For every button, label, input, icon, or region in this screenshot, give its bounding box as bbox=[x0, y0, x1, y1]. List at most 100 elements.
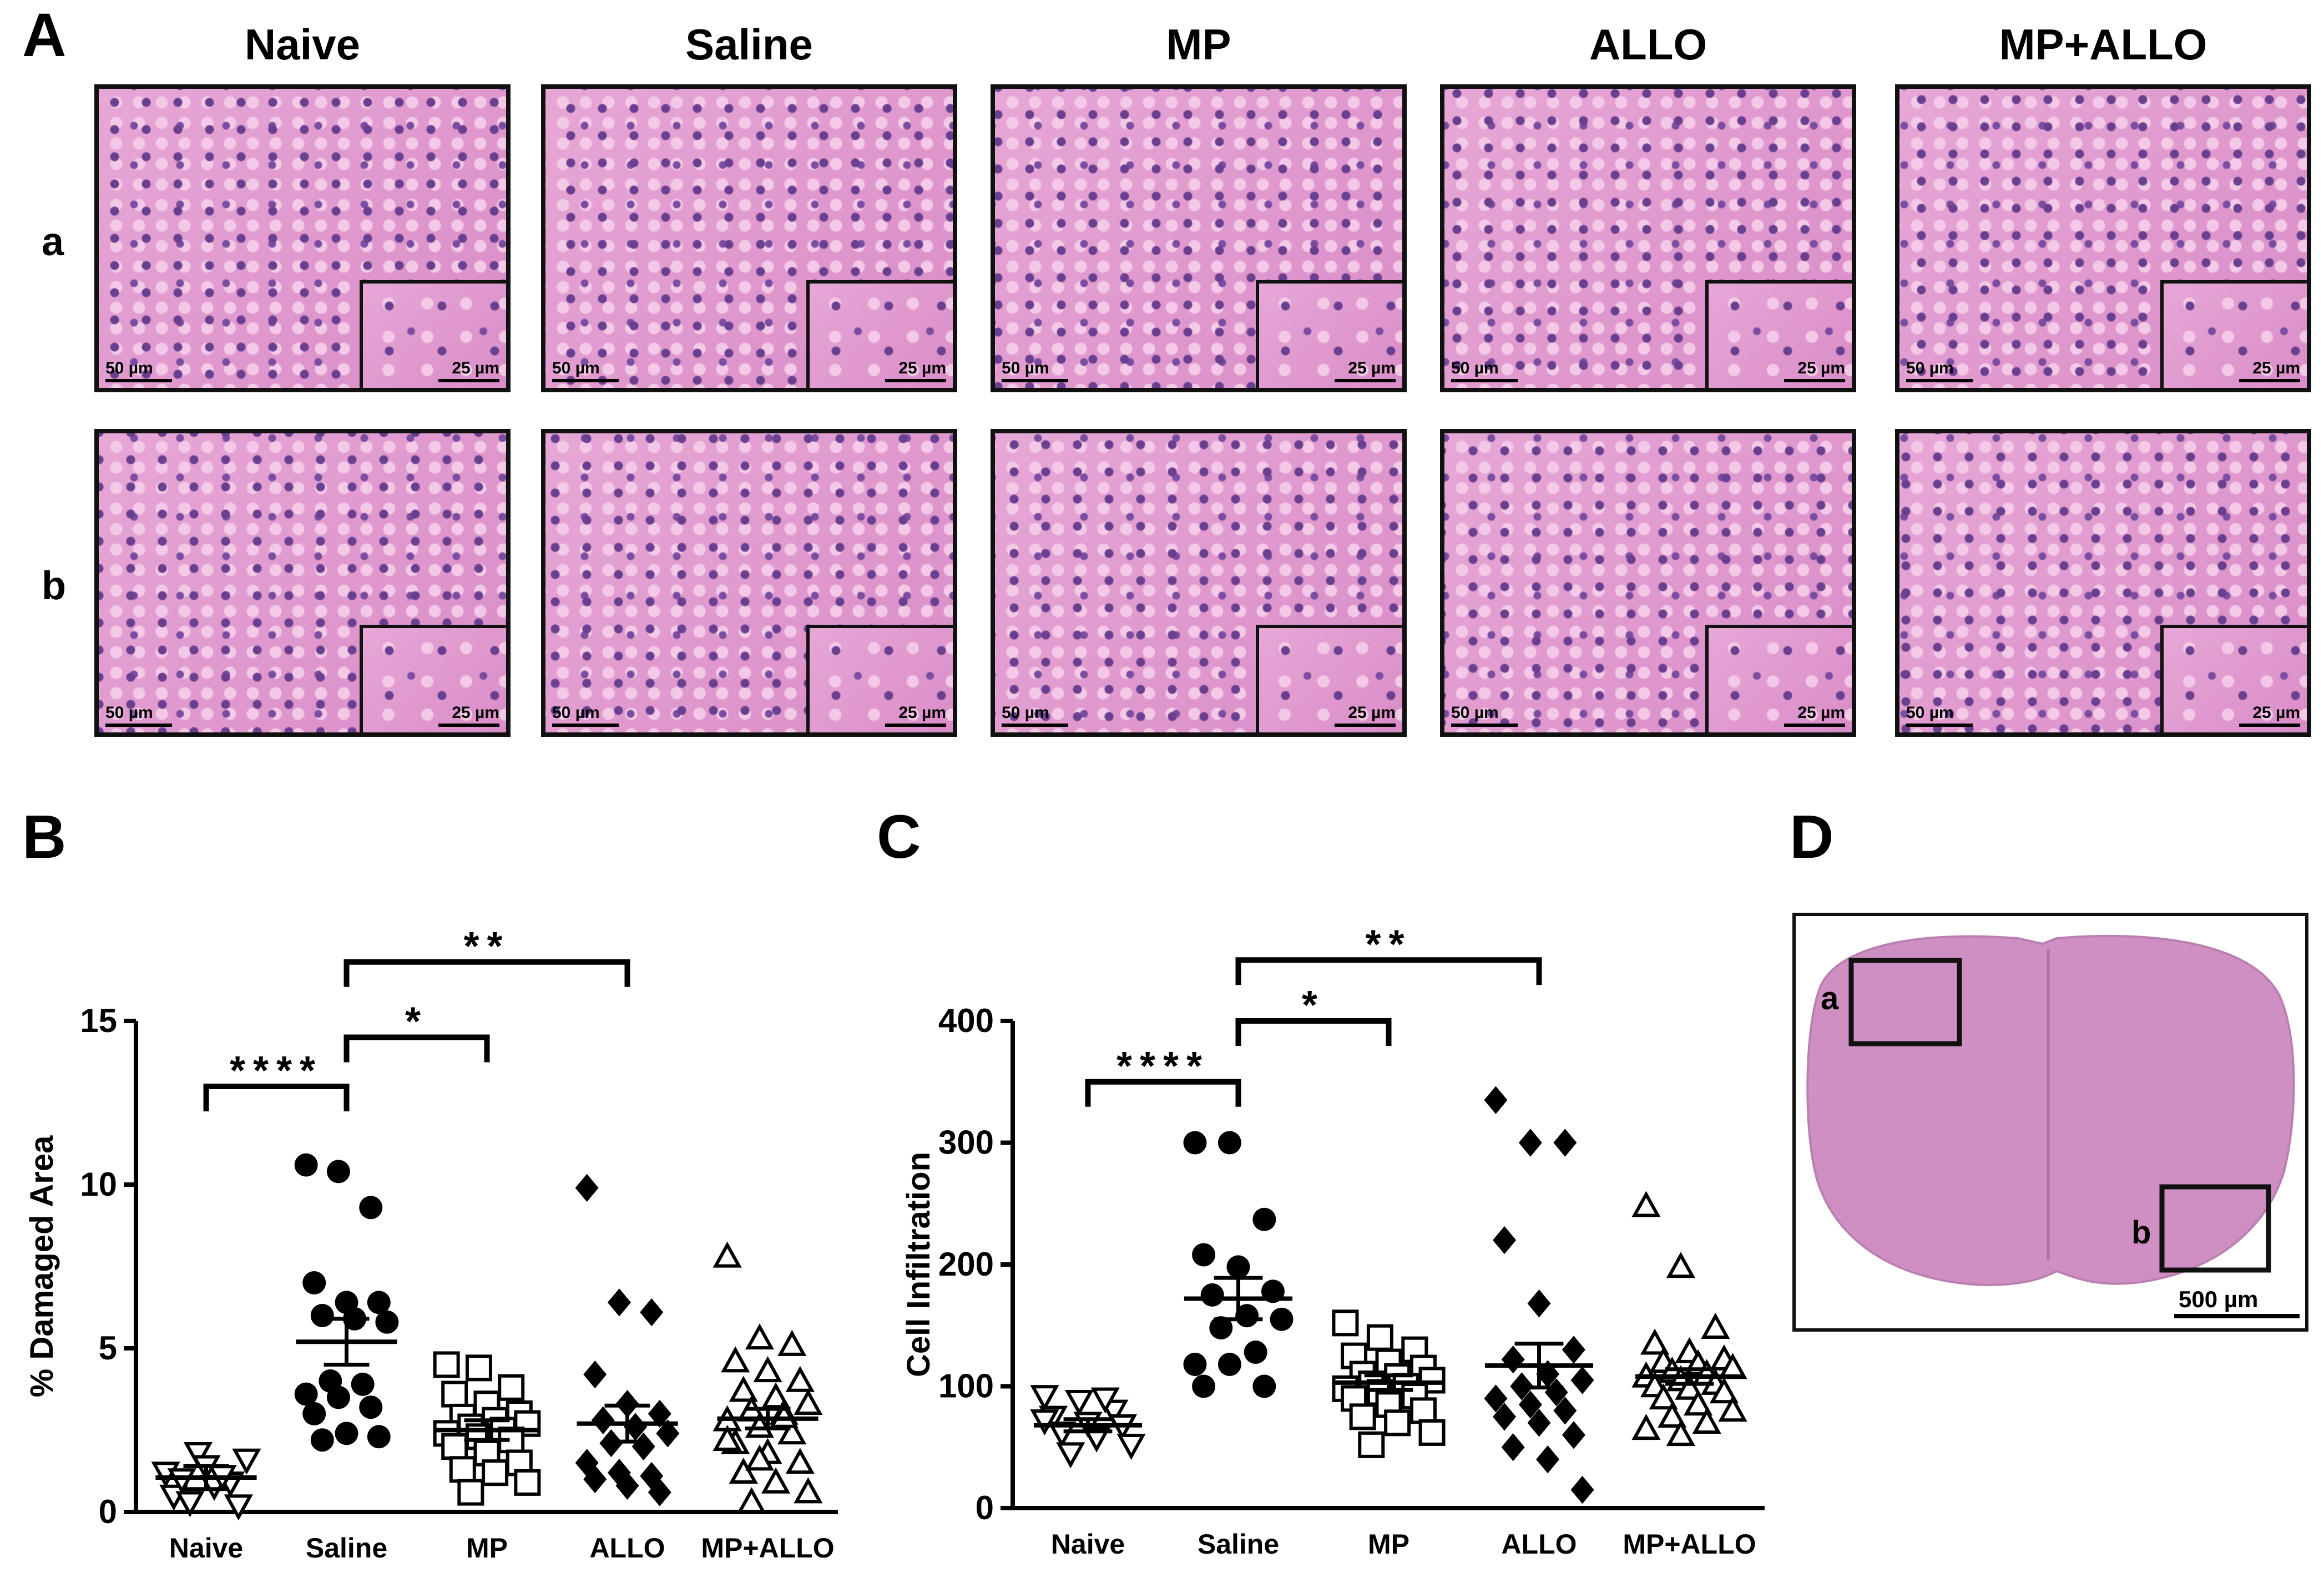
data-point bbox=[1192, 1243, 1216, 1267]
inset-magnified bbox=[1705, 624, 1852, 732]
scale-bar-inset bbox=[1335, 724, 1396, 727]
data-point bbox=[1270, 1307, 1294, 1331]
scale-label-inset: 25 µm bbox=[898, 704, 946, 722]
data-point bbox=[624, 1413, 648, 1441]
scale-label-inset: 25 µm bbox=[452, 359, 499, 377]
data-point bbox=[1209, 1316, 1233, 1340]
data-point bbox=[335, 1422, 358, 1445]
data-point bbox=[326, 1160, 350, 1183]
scale-label-main: 50 µm bbox=[105, 359, 153, 377]
significance-label: * bbox=[405, 1000, 428, 1044]
data-point bbox=[761, 1382, 791, 1409]
data-point bbox=[615, 1471, 639, 1500]
data-point bbox=[794, 1477, 823, 1504]
scale-bar-main bbox=[1002, 379, 1068, 382]
y-axis-title: % Damaged Area bbox=[24, 1135, 60, 1397]
data-point bbox=[310, 1304, 334, 1327]
column-title-mp: MP bbox=[1166, 20, 1231, 69]
scale-label-inset: 25 µm bbox=[898, 359, 946, 377]
data-point bbox=[1553, 1397, 1577, 1425]
data-point bbox=[1518, 1129, 1542, 1157]
x-tick-label: ALLO bbox=[1501, 1529, 1577, 1560]
scale-label-inset: 25 µm bbox=[1797, 704, 1845, 722]
data-point bbox=[302, 1402, 326, 1425]
data-point bbox=[729, 1458, 758, 1484]
data-point bbox=[441, 1380, 468, 1408]
data-point bbox=[745, 1412, 775, 1438]
y-tick-label: 200 bbox=[938, 1246, 994, 1283]
data-point bbox=[1064, 1390, 1094, 1417]
scale-label-main: 50 µm bbox=[552, 359, 600, 377]
data-point bbox=[1493, 1403, 1517, 1431]
y-tick-label: 100 bbox=[938, 1368, 994, 1405]
data-point bbox=[359, 1395, 383, 1419]
y-tick-label: 300 bbox=[938, 1124, 994, 1161]
data-point bbox=[465, 1354, 492, 1382]
data-point bbox=[294, 1382, 318, 1406]
scale-label-main: 50 µm bbox=[105, 704, 153, 722]
significance-label: **** bbox=[230, 1049, 323, 1093]
y-axis-title: Cell Infiltration bbox=[901, 1152, 937, 1377]
data-point bbox=[375, 1310, 399, 1334]
data-point bbox=[1244, 1341, 1267, 1364]
significance-label: **** bbox=[1116, 1044, 1210, 1089]
x-tick-label: MP bbox=[1368, 1529, 1409, 1560]
scale-label-inset: 25 µm bbox=[2252, 704, 2300, 722]
data-point bbox=[1252, 1374, 1276, 1398]
data-point bbox=[294, 1153, 318, 1177]
significance-label: ** bbox=[1365, 922, 1412, 967]
scale-label-main: 50 µm bbox=[1906, 704, 1954, 722]
row-label-a: a bbox=[42, 220, 64, 264]
micrograph-allo-b: 50 µm 25 µm bbox=[1440, 429, 1856, 737]
scale-bar-main bbox=[552, 379, 619, 382]
inset-magnified bbox=[1255, 280, 1402, 388]
data-point bbox=[575, 1174, 599, 1202]
y-tick-label: 15 bbox=[80, 1002, 117, 1039]
scale-bar-main bbox=[105, 379, 172, 382]
data-point bbox=[777, 1418, 807, 1445]
significance-bracket bbox=[1085, 1079, 1241, 1107]
scale-bar-inset bbox=[438, 379, 499, 382]
scale-bar-main bbox=[1451, 379, 1518, 382]
inset-magnified bbox=[1255, 624, 1402, 732]
data-point bbox=[359, 1196, 383, 1220]
data-point bbox=[1183, 1131, 1207, 1155]
data-point bbox=[785, 1365, 815, 1392]
data-point bbox=[1553, 1129, 1577, 1157]
roi-label-b: b bbox=[2131, 1215, 2151, 1251]
x-tick-label: MP bbox=[466, 1532, 508, 1564]
data-point bbox=[457, 1479, 484, 1506]
scale-bar-inset bbox=[1335, 379, 1396, 382]
panel-c-letter: C bbox=[877, 803, 921, 871]
significance-bracket bbox=[203, 1084, 350, 1111]
x-tick-label: Saline bbox=[306, 1532, 387, 1564]
data-point bbox=[1217, 1131, 1241, 1155]
spinal-cord-section-image: a b 500 µm bbox=[1806, 934, 2300, 1318]
inset-magnified bbox=[359, 624, 506, 732]
micrograph-saline-a: 50 µm 25 µm bbox=[541, 84, 957, 392]
scale-label-main: 50 µm bbox=[1002, 359, 1049, 377]
data-point bbox=[794, 1389, 823, 1415]
data-point bbox=[1527, 1289, 1551, 1318]
data-point bbox=[761, 1467, 791, 1494]
data-point bbox=[1235, 1304, 1259, 1328]
micrograph-mp-allo-b: 50 µm 25 µm bbox=[1895, 429, 2311, 737]
data-point bbox=[1692, 1408, 1721, 1434]
data-point bbox=[1501, 1346, 1525, 1374]
column-title-naive: Naive bbox=[244, 20, 361, 69]
x-tick-label: Naive bbox=[1051, 1529, 1125, 1560]
roi-label-a: a bbox=[1821, 980, 1839, 1016]
inset-magnified bbox=[1705, 280, 1852, 388]
scale-bar-main bbox=[1906, 379, 1973, 382]
scale-bar-main bbox=[1906, 724, 1973, 727]
data-point bbox=[1709, 1377, 1739, 1404]
data-point bbox=[1332, 1309, 1359, 1337]
y-tick-label: 0 bbox=[99, 1493, 117, 1530]
scale-bar-inset bbox=[885, 724, 946, 727]
scale-bar-inset bbox=[2239, 379, 2300, 382]
scale-label-main: 50 µm bbox=[1451, 704, 1499, 722]
data-point bbox=[1358, 1431, 1385, 1458]
scale-label-d: 500 µm bbox=[2179, 1286, 2258, 1312]
data-point bbox=[1684, 1389, 1713, 1416]
data-point bbox=[1640, 1328, 1670, 1355]
